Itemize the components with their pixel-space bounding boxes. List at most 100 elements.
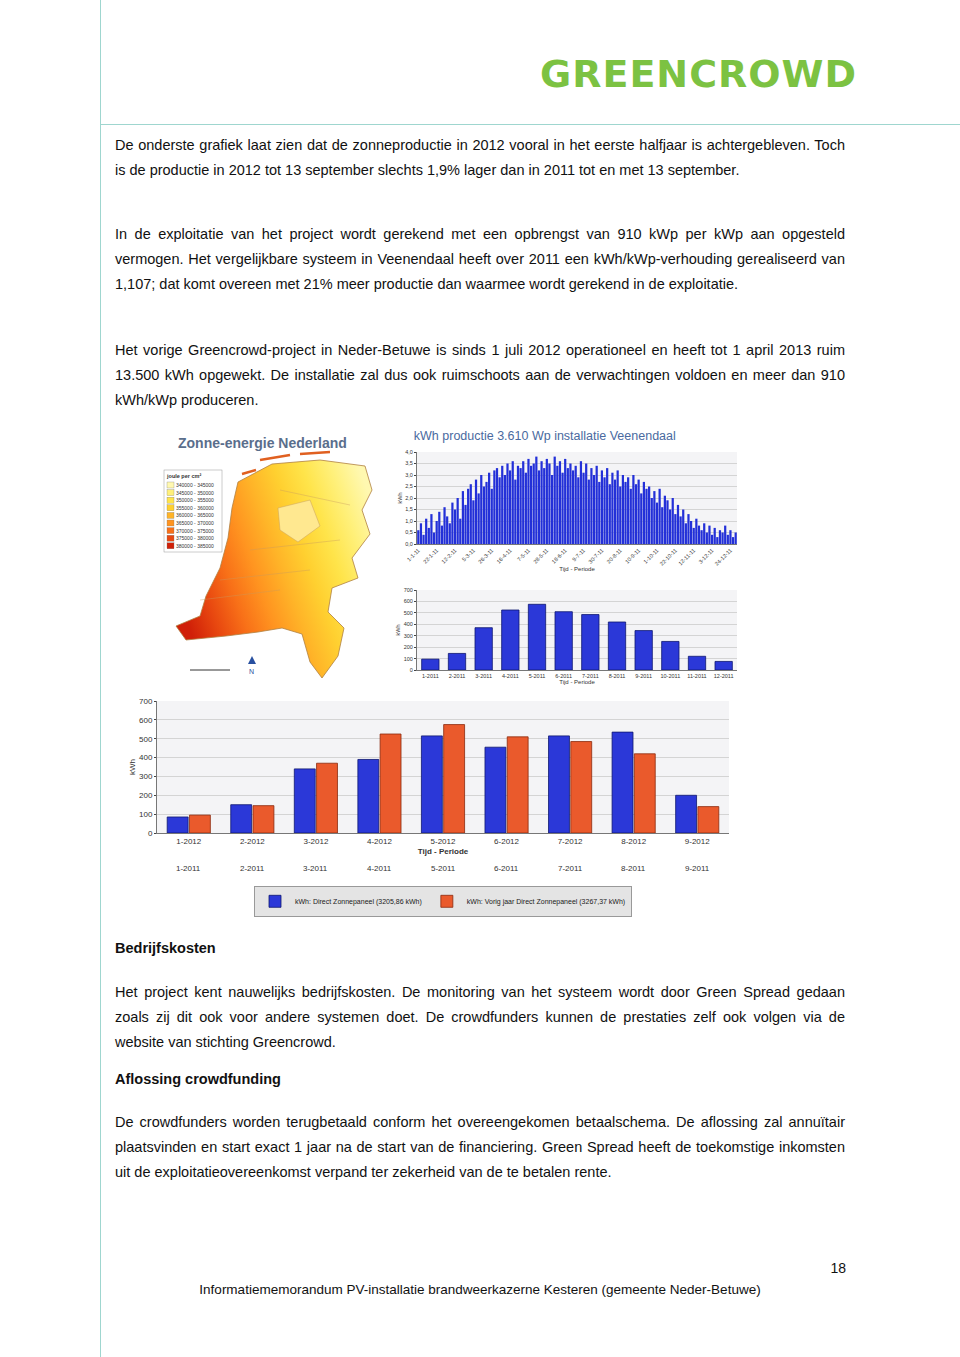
- svg-text:26-3-11: 26-3-11: [477, 547, 494, 564]
- svg-text:4-2011: 4-2011: [367, 864, 392, 873]
- svg-text:24-12-11: 24-12-11: [714, 547, 734, 567]
- svg-text:12-2011: 12-2011: [714, 673, 734, 679]
- svg-text:Zonne-energie Nederland: Zonne-energie Nederland: [178, 435, 347, 451]
- svg-text:3,5: 3,5: [405, 460, 413, 466]
- svg-text:2-2011: 2-2011: [240, 864, 265, 873]
- svg-text:3-2011: 3-2011: [475, 673, 492, 679]
- html-text:Het project kent nauwelijks be: Het project kent nauwelijks bedrijfskost…: [115, 984, 845, 1050]
- svg-text:9-7-11: 9-7-11: [571, 547, 586, 562]
- svg-text:1-2012: 1-2012: [176, 837, 201, 846]
- svg-text:8-2011: 8-2011: [621, 864, 646, 873]
- svg-text:1-1-11: 1-1-11: [406, 547, 421, 562]
- svg-text:1,5: 1,5: [405, 506, 413, 512]
- svg-text:kWh: Direct Zonnepaneel (3205,: kWh: Direct Zonnepaneel (3205,86 kWh): [295, 898, 422, 906]
- svg-text:375000 - 380000: 375000 - 380000: [176, 535, 214, 541]
- html-text:GREENCROWD: GREENCROWD: [540, 52, 858, 96]
- svg-text:9-2012: 9-2012: [685, 837, 710, 846]
- svg-text:7-2012: 7-2012: [558, 837, 583, 846]
- svg-text:16-4-11: 16-4-11: [495, 547, 512, 564]
- svg-text:22-10-11: 22-10-11: [658, 547, 678, 567]
- svg-text:12-11-11: 12-11-11: [677, 547, 696, 566]
- svg-text:5-2011: 5-2011: [529, 673, 546, 679]
- svg-text:4-2012: 4-2012: [367, 837, 392, 846]
- html-text:De crowdfunders worden terugbe: De crowdfunders worden terugbetaald conf…: [115, 1114, 845, 1180]
- html-text:Het vorige Greencrowd-project: Het vorige Greencrowd-project in Neder-B…: [115, 342, 845, 408]
- svg-text:380000 - 385000: 380000 - 385000: [176, 543, 214, 549]
- svg-text:365000 - 370000: 365000 - 370000: [176, 520, 214, 526]
- svg-text:100: 100: [139, 810, 153, 819]
- svg-text:7-2011: 7-2011: [582, 673, 599, 679]
- svg-text:30-7-11: 30-7-11: [587, 547, 604, 564]
- svg-text:0: 0: [410, 667, 413, 673]
- svg-text:10-2011: 10-2011: [660, 673, 680, 679]
- svg-text:355000 - 360000: 355000 - 360000: [176, 505, 214, 511]
- svg-text:100: 100: [404, 655, 413, 661]
- svg-text:9-2011: 9-2011: [685, 864, 710, 873]
- svg-text:Tijd - Periode: Tijd - Periode: [559, 679, 595, 685]
- svg-text:5-3-11: 5-3-11: [461, 547, 476, 562]
- svg-text:12-2-11: 12-2-11: [440, 547, 457, 564]
- svg-text:200: 200: [139, 791, 153, 800]
- svg-text:600: 600: [404, 598, 413, 604]
- svg-text:3,0: 3,0: [405, 472, 413, 478]
- svg-text:3-2012: 3-2012: [303, 837, 328, 846]
- svg-text:11-2011: 11-2011: [687, 673, 706, 679]
- svg-text:4,0: 4,0: [405, 449, 413, 455]
- svg-text:700: 700: [404, 587, 413, 593]
- svg-text:2-2011: 2-2011: [449, 673, 466, 679]
- svg-text:0,5: 0,5: [405, 529, 413, 535]
- svg-text:kWh: kWh: [397, 493, 403, 504]
- svg-text:200: 200: [404, 644, 413, 650]
- svg-text:2,5: 2,5: [405, 483, 413, 489]
- html-text:De onderste grafiek laat zien: De onderste grafiek laat zien dat de zon…: [115, 137, 845, 178]
- svg-text:2,0: 2,0: [405, 495, 413, 501]
- svg-text:18-6-11: 18-6-11: [550, 547, 567, 564]
- svg-text:20-8-11: 20-8-11: [606, 547, 623, 564]
- svg-text:1,0: 1,0: [405, 518, 413, 524]
- svg-text:5-2011: 5-2011: [431, 864, 456, 873]
- svg-text:kWh: kWh: [395, 625, 401, 636]
- svg-text:300: 300: [404, 633, 413, 639]
- svg-text:0: 0: [148, 829, 153, 838]
- svg-text:6-2011: 6-2011: [555, 673, 572, 679]
- svg-text:22-1-11: 22-1-11: [422, 547, 439, 564]
- svg-text:28-5-11: 28-5-11: [532, 547, 549, 564]
- svg-text:370000 - 375000: 370000 - 375000: [176, 528, 214, 534]
- svg-text:6-2012: 6-2012: [494, 837, 519, 846]
- svg-text:1-2011: 1-2011: [422, 673, 439, 679]
- svg-text:8-2011: 8-2011: [609, 673, 626, 679]
- svg-text:kWh productie 3.610 Wp install: kWh productie 3.610 Wp installatie Veene…: [414, 430, 676, 443]
- svg-text:4-2011: 4-2011: [502, 673, 519, 679]
- svg-text:2-2012: 2-2012: [240, 837, 265, 846]
- svg-text:7-2011: 7-2011: [558, 864, 583, 873]
- svg-text:5-2012: 5-2012: [431, 837, 456, 846]
- svg-text:345000 - 350000: 345000 - 350000: [176, 490, 214, 496]
- svg-text:joule per cm²: joule per cm²: [166, 473, 201, 479]
- svg-text:10-9-11: 10-9-11: [624, 547, 641, 564]
- svg-text:500: 500: [139, 735, 153, 744]
- svg-text:340000 - 345000: 340000 - 345000: [176, 482, 214, 488]
- svg-text:1-2011: 1-2011: [176, 864, 201, 873]
- svg-text:400: 400: [139, 753, 153, 762]
- svg-text:Tijd - Periode: Tijd - Periode: [418, 847, 469, 856]
- svg-text:700: 700: [139, 697, 153, 706]
- svg-text:400: 400: [404, 621, 413, 627]
- svg-text:N: N: [249, 668, 254, 675]
- svg-text:3-12-11: 3-12-11: [697, 547, 714, 564]
- svg-text:kWh: kWh: [128, 759, 137, 775]
- svg-text:1-10-11: 1-10-11: [642, 547, 659, 564]
- svg-text:360000 - 365000: 360000 - 365000: [176, 512, 214, 518]
- svg-text:9-2011: 9-2011: [635, 673, 652, 679]
- svg-text:600: 600: [139, 716, 153, 725]
- svg-text:8-2012: 8-2012: [621, 837, 646, 846]
- svg-text:7-5-11: 7-5-11: [516, 547, 531, 562]
- svg-text:350000 - 355000: 350000 - 355000: [176, 497, 214, 503]
- html-text:In de exploitatie van het proj: In de exploitatie van het project wordt …: [115, 226, 845, 292]
- svg-text:3-2011: 3-2011: [303, 864, 328, 873]
- svg-text:0,0: 0,0: [405, 541, 413, 547]
- svg-text:500: 500: [404, 610, 413, 616]
- svg-text:300: 300: [139, 772, 153, 781]
- svg-text:6-2011: 6-2011: [494, 864, 519, 873]
- svg-text:Tijd - Periode: Tijd - Periode: [559, 566, 595, 572]
- svg-text:kWh: Vorig jaar Direct Zonnepa: kWh: Vorig jaar Direct Zonnepaneel (3267…: [467, 898, 625, 906]
